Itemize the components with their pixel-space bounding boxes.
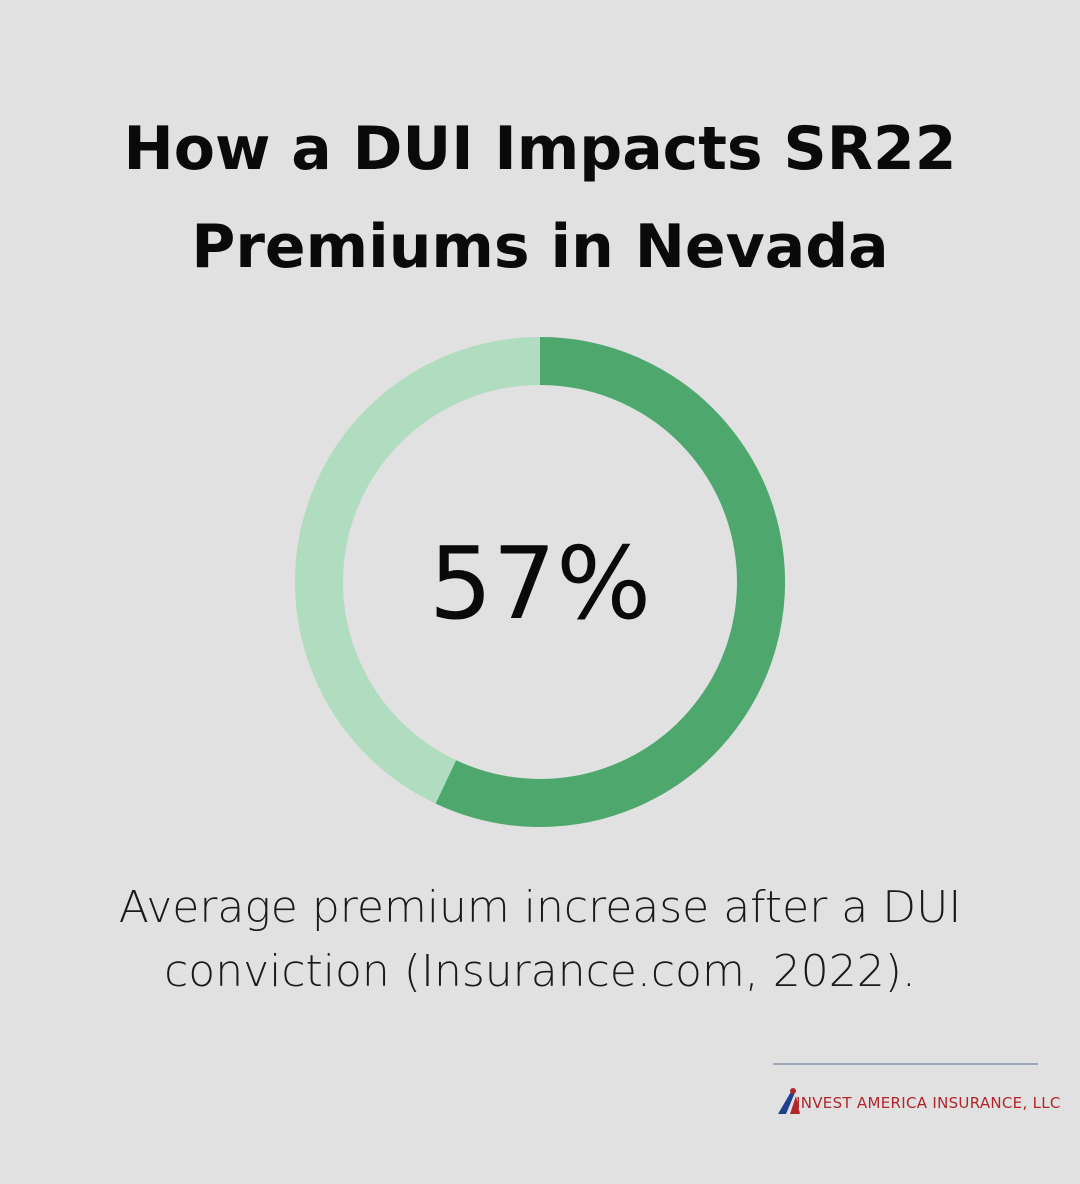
brand-text: INVEST AMERICA INSURANCE, LLC	[796, 1094, 1061, 1112]
chart-title: How a DUI Impacts SR22 Premiums in Nevad…	[123, 114, 957, 282]
caption: Average premium increase after a DUI con…	[118, 882, 962, 997]
brand-icon	[778, 1088, 800, 1114]
donut-segment	[435, 337, 785, 827]
value-label: 57%	[429, 525, 651, 642]
